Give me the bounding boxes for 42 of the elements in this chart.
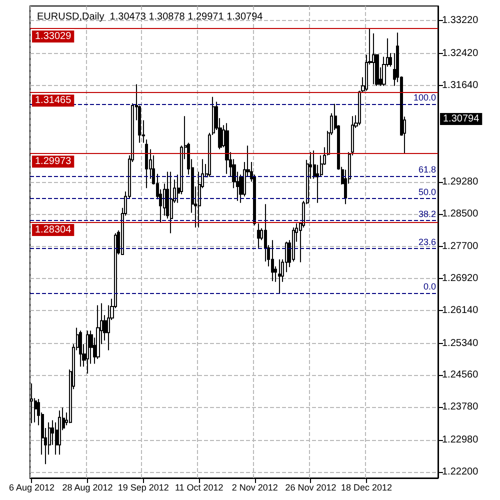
y-tick-label: 1.32420 [442, 48, 479, 59]
candlestick [278, 258, 281, 294]
text: EURUSD,Daily 1.30473 1.30878 1.29971 1.30794 [37, 12, 264, 22]
y-tick-label: 1.24560 [442, 370, 479, 381]
candlestick [225, 122, 229, 174]
ref-line-label: 1.33029 [35, 31, 72, 42]
y-tick-label: 1.23780 [442, 402, 479, 413]
annotation: 100.0 [413, 92, 436, 102]
candlestick [86, 330, 89, 374]
y-tick-label: 1.28500 [442, 208, 479, 220]
annotation: 50.0 [418, 186, 436, 197]
ref-line-label: 1.31465 [35, 95, 72, 106]
y-tick-label: 1.26140 [442, 305, 479, 316]
x-tick-label: 19 Sep 2012 [118, 482, 169, 492]
x-tick-label: 26 Nov 2012 [285, 482, 336, 492]
y-tick-label: 1.27700 [442, 241, 479, 252]
y-tick-label: 1.22200 [442, 466, 479, 478]
y-tick-label: 1.31640 [442, 80, 479, 91]
text: 1.30794 [443, 114, 480, 125]
ref-line-label: 1.29973 [35, 156, 72, 168]
y-tick-label: 1.25340 [442, 338, 479, 349]
y-tick-label: 1.29280 [442, 176, 479, 188]
candlestick [372, 32, 375, 85]
candlestick [145, 138, 148, 189]
y-tick-label: 1.22980 [442, 434, 479, 446]
x-tick-label: 28 Aug 2012 [62, 482, 113, 492]
y-tick-label: 1.26920 [442, 273, 479, 284]
candlestick [79, 330, 82, 368]
annotation: 38.2 [418, 209, 436, 220]
ref-line-label: 1.28304 [35, 224, 72, 236]
x-tick-label: 6 Aug 2012 [8, 482, 55, 492]
candlestick [271, 240, 274, 282]
x-tick-label: 11 Oct 2012 [174, 482, 224, 492]
annotation: 61.8 [418, 164, 436, 174]
x-tick-label: 18 Dec 2012 [340, 482, 392, 492]
candlestick [58, 410, 61, 456]
y-tick-label: 1.33220 [442, 15, 479, 26]
candlestick [170, 171, 173, 234]
x-tick-label: 2 Nov 2012 [232, 482, 278, 492]
candlestick [257, 222, 260, 248]
annotation: 0.0 [423, 281, 436, 292]
annotation: 23.6 [418, 236, 436, 247]
